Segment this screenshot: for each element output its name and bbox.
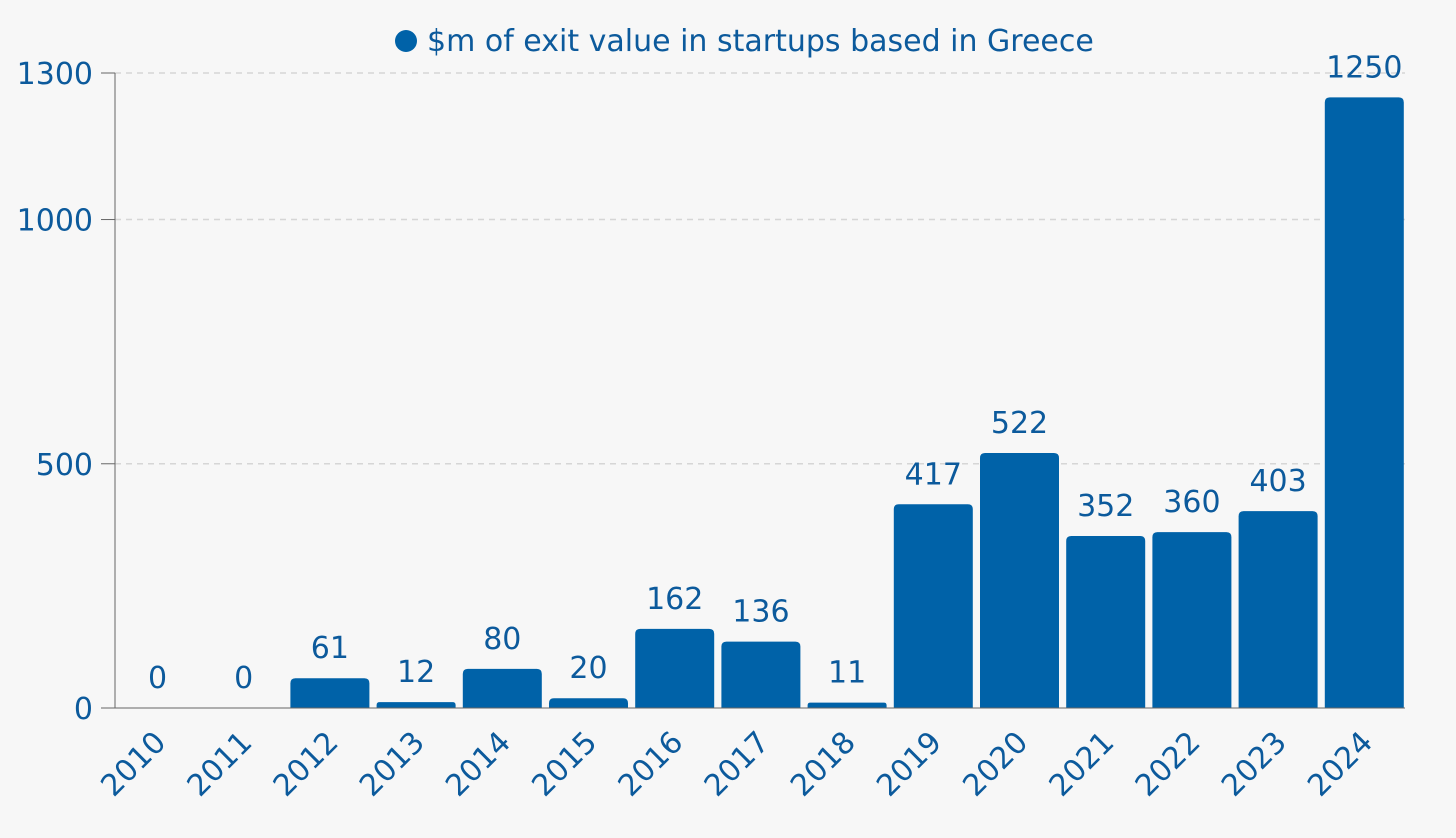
bar-2018	[807, 702, 887, 708]
bar-2021	[1066, 536, 1146, 708]
data-label-2021: 352	[1077, 489, 1134, 524]
x-tick-label-2014: 2014	[439, 725, 518, 804]
data-label-2014: 80	[483, 622, 521, 657]
data-label-2024: 1250	[1326, 50, 1402, 85]
x-tick-label-2016: 2016	[612, 725, 691, 804]
x-tick-label-2018: 2018	[784, 725, 863, 804]
bars	[290, 97, 1404, 708]
data-label-2016: 162	[646, 582, 703, 617]
x-axis: 2010 2011 2012 2013 2014 2015 2016 2017 2018 2019…	[94, 707, 1405, 804]
data-label-2018: 11	[828, 656, 866, 691]
legend: $m of exit value in startups based in Gr…	[395, 24, 1094, 59]
y-tick-label: 500	[36, 448, 93, 483]
y-tick-label: 1300	[17, 57, 93, 92]
data-label-2019: 417	[905, 457, 962, 492]
bar-2014	[462, 668, 542, 708]
x-tick-label-2021: 2021	[1043, 725, 1122, 804]
x-tick-label-2019: 2019	[870, 725, 949, 804]
bar-2020	[980, 453, 1059, 708]
x-tick-label-2012: 2012	[267, 725, 346, 804]
grid	[115, 72, 1405, 465]
data-label-2020: 522	[991, 406, 1048, 441]
bar-2023	[1238, 511, 1318, 708]
x-tick-label-2013: 2013	[353, 725, 432, 804]
data-label-2013: 12	[397, 655, 435, 690]
x-tick-label-2015: 2015	[525, 725, 604, 804]
x-tick-label-2017: 2017	[698, 725, 777, 804]
bar-2024	[1324, 97, 1404, 708]
data-label-2017: 136	[732, 595, 789, 630]
x-tick-label-2011: 2011	[181, 725, 260, 804]
x-tick-label-2024: 2024	[1301, 725, 1380, 804]
data-label-2022: 360	[1163, 485, 1220, 520]
x-tick-label-2010: 2010	[94, 725, 173, 804]
data-labels: 0 0 61 12 80 20 162 136 11 417 522 352 360 403 1250	[148, 50, 1403, 696]
legend-label: $m of exit value in startups based in Gr…	[427, 24, 1094, 59]
data-label-2015: 20	[569, 651, 607, 686]
y-tick-label: 1000	[17, 204, 93, 239]
data-label-2023: 403	[1249, 464, 1306, 499]
x-tick-label-2020: 2020	[956, 725, 1035, 804]
legend-swatch	[395, 30, 417, 52]
x-tick-label-2022: 2022	[1129, 725, 1208, 804]
bar-2015	[549, 698, 628, 708]
data-label-2010: 0	[148, 661, 167, 696]
data-label-2011: 0	[234, 661, 253, 696]
bar-2013	[376, 702, 456, 708]
bar-2016	[635, 628, 715, 708]
x-tick-label-2023: 2023	[1215, 725, 1294, 804]
y-axis: 0 500 1000 1300	[17, 57, 116, 727]
bar-2017	[721, 641, 801, 708]
bar-2019	[893, 504, 973, 708]
bar-2012	[290, 678, 370, 708]
y-tick-label: 0	[74, 692, 93, 727]
data-label-2012: 61	[311, 631, 349, 666]
bar-2022	[1152, 532, 1232, 708]
